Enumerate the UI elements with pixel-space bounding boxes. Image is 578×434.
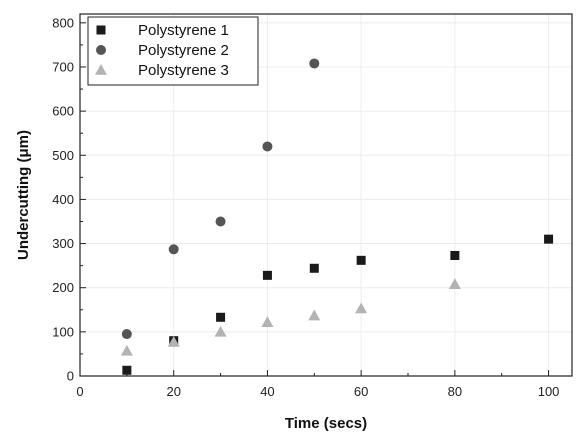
legend-label-series-1: Polystyrene 1 (138, 22, 229, 39)
data-point-series-3 (448, 278, 461, 289)
data-point-series-1 (262, 270, 272, 280)
x-axis: 0 20 40 60 80 100 (76, 370, 559, 399)
data-point-series-3 (167, 336, 180, 347)
legend: Polystyrene 1 Polystyrene 2 Polystyrene 3 (87, 16, 259, 86)
data-point-series-2 (309, 58, 320, 69)
legend-box (87, 16, 259, 86)
y-tick-label: 500 (52, 148, 74, 163)
data-point-series-2 (168, 244, 179, 255)
data-point-series-3 (214, 325, 227, 337)
x-tick-label: 80 (448, 384, 462, 399)
x-tick-label: 0 (76, 384, 83, 399)
data-point-series-1 (216, 312, 226, 322)
data-point-series-1 (544, 234, 554, 244)
x-tick-label: 100 (538, 384, 560, 399)
y-axis-title: Undercutting (μm) (15, 130, 32, 260)
y-tick-label: 0 (67, 369, 74, 384)
data-point-series-2 (121, 329, 132, 340)
data-point-series-2 (262, 141, 273, 152)
y-axis: 0 100 200 300 400 500 600 700 800 (52, 15, 86, 384)
y-tick-label: 600 (52, 104, 74, 119)
data-point-series-1 (122, 365, 132, 375)
x-tick-label: 20 (166, 384, 180, 399)
legend-marker-series-2 (96, 45, 106, 55)
y-tick-label: 400 (52, 192, 74, 207)
y-tick-label: 700 (52, 59, 74, 74)
data-point-series-1 (356, 255, 366, 265)
legend-label-series-2: Polystyrene 2 (138, 42, 229, 59)
y-tick-label: 300 (52, 236, 74, 251)
plot-frame (79, 13, 573, 377)
data-point-series-3 (120, 344, 133, 356)
data-point-series-1 (309, 263, 319, 273)
legend-marker-series-3 (95, 64, 107, 75)
data-point-series-1 (450, 250, 460, 260)
x-axis-title: Time (secs) (285, 415, 367, 432)
data-point-series-3 (355, 302, 368, 314)
y-tick-label: 100 (52, 324, 74, 339)
x-tick-label: 60 (354, 384, 368, 399)
data-point-series-3 (261, 316, 274, 327)
data-points (120, 58, 554, 375)
y-tick-label: 200 (52, 280, 74, 295)
data-point-series-3 (308, 309, 321, 321)
legend-marker-series-1 (96, 25, 106, 35)
data-point-series-2 (215, 216, 226, 227)
y-tick-label: 800 (52, 15, 74, 30)
legend-label-series-3: Polystyrene 3 (138, 62, 229, 79)
x-tick-label: 40 (260, 384, 274, 399)
